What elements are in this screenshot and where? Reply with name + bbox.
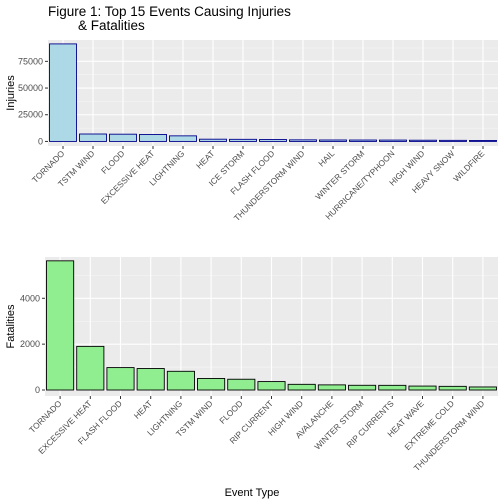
figure-title-line-1: Figure 1: Top 15 Events Causing Injuries bbox=[48, 4, 291, 19]
bar bbox=[199, 138, 227, 142]
x-tick-label: HEAT bbox=[132, 398, 154, 420]
x-tick-label: WILDFIRE bbox=[451, 148, 487, 184]
bar bbox=[109, 133, 137, 142]
x-tick-label: EXCESSIVE HEAT bbox=[99, 148, 157, 206]
x-tick-label: HEAT bbox=[194, 148, 216, 170]
bar bbox=[469, 140, 497, 142]
y-tick-label: 75000 bbox=[18, 56, 43, 66]
bar bbox=[317, 384, 346, 391]
bar bbox=[139, 134, 167, 142]
bar bbox=[229, 138, 257, 142]
bar bbox=[136, 368, 165, 391]
bar bbox=[378, 384, 407, 391]
bar bbox=[408, 385, 437, 391]
bar bbox=[166, 370, 195, 391]
bar bbox=[257, 381, 286, 391]
y-axis-title: Fatalities bbox=[5, 304, 17, 349]
bar bbox=[319, 139, 347, 142]
y-tick-label: 4000 bbox=[20, 293, 40, 303]
x-tick-label: FLOOD bbox=[99, 148, 126, 175]
bar bbox=[438, 385, 467, 391]
bar bbox=[289, 139, 317, 142]
bar bbox=[79, 133, 107, 142]
bar bbox=[409, 139, 437, 142]
bar bbox=[287, 383, 316, 391]
y-tick-label: 0 bbox=[35, 385, 40, 395]
bar bbox=[379, 139, 407, 142]
x-tick-label: HAIL bbox=[316, 148, 336, 168]
bar bbox=[106, 367, 135, 391]
figure-title-line-2: & Fatalities bbox=[48, 18, 145, 33]
y-tick-label: 0 bbox=[38, 136, 43, 146]
x-tick-label: FLOOD bbox=[217, 398, 244, 425]
bar bbox=[439, 139, 467, 142]
y-tick-label: 50000 bbox=[18, 83, 43, 93]
bar bbox=[169, 135, 197, 142]
bar bbox=[227, 378, 256, 391]
bar bbox=[46, 260, 75, 391]
y-tick-label: 25000 bbox=[18, 110, 43, 120]
x-tick-label: EXCESSIVE HEAT bbox=[36, 398, 94, 456]
bar bbox=[348, 384, 377, 391]
bar bbox=[349, 139, 377, 142]
figure-title: Figure 1: Top 15 Events Causing Injuries… bbox=[48, 5, 291, 33]
bar bbox=[468, 386, 497, 391]
x-axis-title: Event Type bbox=[224, 487, 280, 499]
bar bbox=[197, 378, 226, 391]
y-tick-label: 2000 bbox=[20, 339, 40, 349]
bar bbox=[76, 345, 105, 391]
y-axis-title: Injuries bbox=[5, 75, 17, 111]
bar bbox=[259, 139, 287, 142]
bar bbox=[49, 43, 77, 142]
